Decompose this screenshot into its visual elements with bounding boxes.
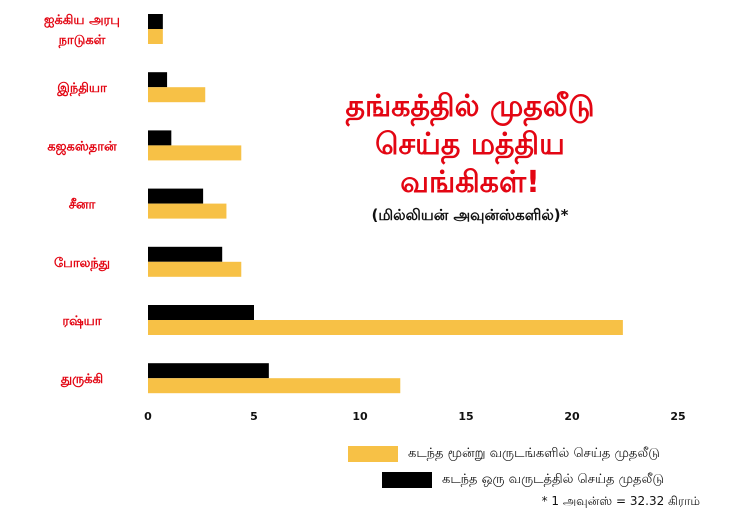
category-label-2: கஜகஸ்தான் [47, 139, 117, 155]
x-tick-label-3: 15 [458, 410, 473, 423]
legend-item-one-year: கடந்த ஒரு வருடத்தில் செய்த முதலீடு [382, 472, 664, 488]
chart-subtitle: (மில்லியன் அவுன்ஸ்களில்)* [371, 206, 569, 224]
chart-title-line-1: தங்கத்தில் முதலீடு [345, 89, 595, 124]
category-label-6: துருக்கி [60, 372, 103, 387]
category-label-0-line-0: ஐக்கிய அரபு [44, 13, 120, 28]
bar-three-years-4 [148, 261, 242, 277]
category-label-3: சீனா [69, 197, 96, 213]
x-tick-label-2: 10 [352, 410, 368, 423]
bar-one-year-1 [148, 72, 168, 88]
legend-label-one-year: கடந்த ஒரு வருடத்தில் செய்த முதலீடு [442, 472, 664, 487]
legend-label-three-years: கடந்த மூன்று வருடங்களில் செய்த முதலீடு [408, 446, 660, 461]
bar-one-year-3 [148, 188, 204, 204]
x-tick-label-5: 25 [670, 410, 685, 423]
bar-one-year-5 [148, 305, 254, 320]
bar-three-years-5 [148, 320, 623, 335]
bar-three-years-3 [148, 203, 227, 219]
footnote: * 1 அவுன்ஸ் = 32.32 கிராம் [541, 494, 700, 508]
bar-three-years-0 [148, 29, 163, 44]
x-tick-label-0: 0 [144, 410, 152, 423]
legend-swatch-three-years [348, 446, 398, 462]
legend-item-three-years: கடந்த மூன்று வருடங்களில் செய்த முதலீடு [348, 446, 660, 462]
x-tick-label-1: 5 [250, 410, 258, 423]
bar-one-year-2 [148, 130, 172, 146]
bar-three-years-6 [148, 378, 401, 394]
bar-three-years-2 [148, 145, 242, 161]
chart-title-line-3: வங்கிகள்! [400, 165, 540, 200]
category-label-4: போலந்து [54, 256, 110, 271]
x-tick-label-4: 20 [564, 410, 580, 423]
chart-title-line-2: செய்த மத்திய [375, 127, 565, 162]
legend-swatch-one-year [382, 472, 432, 488]
bar-one-year-0 [148, 14, 163, 29]
category-label-5: ரஷ்யா [62, 314, 101, 329]
bar-one-year-4 [148, 246, 223, 262]
category-label-1: இந்தியா [56, 81, 107, 96]
category-label-0-line-1: நாடுகள் [58, 33, 106, 48]
bar-one-year-6 [148, 363, 269, 379]
bar-three-years-1 [148, 87, 206, 103]
